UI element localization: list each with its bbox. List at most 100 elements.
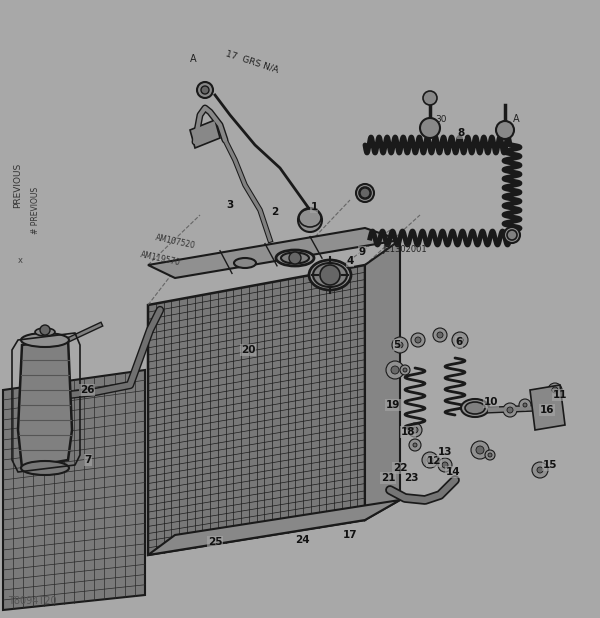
Polygon shape bbox=[530, 385, 565, 430]
Text: 4: 4 bbox=[346, 256, 353, 266]
Circle shape bbox=[40, 325, 50, 335]
Text: AM119570: AM119570 bbox=[140, 250, 182, 267]
Circle shape bbox=[519, 399, 531, 411]
Circle shape bbox=[548, 383, 562, 397]
Text: 16: 16 bbox=[540, 405, 554, 415]
Polygon shape bbox=[18, 338, 72, 468]
Circle shape bbox=[320, 265, 340, 285]
Text: 1: 1 bbox=[310, 202, 317, 212]
Circle shape bbox=[433, 328, 447, 342]
Text: 5: 5 bbox=[394, 340, 401, 350]
Ellipse shape bbox=[276, 250, 314, 266]
Text: 25: 25 bbox=[208, 537, 222, 547]
Circle shape bbox=[408, 423, 422, 437]
Circle shape bbox=[485, 450, 495, 460]
Circle shape bbox=[488, 453, 492, 457]
Text: 7: 7 bbox=[85, 455, 92, 465]
Circle shape bbox=[438, 458, 452, 472]
Circle shape bbox=[507, 407, 513, 413]
Circle shape bbox=[452, 332, 468, 348]
Circle shape bbox=[471, 441, 489, 459]
Ellipse shape bbox=[507, 230, 517, 240]
Circle shape bbox=[409, 439, 421, 451]
Circle shape bbox=[442, 462, 448, 468]
Ellipse shape bbox=[359, 187, 371, 199]
Text: 3: 3 bbox=[226, 200, 233, 210]
Circle shape bbox=[403, 368, 407, 372]
Circle shape bbox=[197, 82, 213, 98]
Circle shape bbox=[298, 208, 322, 232]
Text: x: x bbox=[17, 255, 23, 265]
Circle shape bbox=[413, 443, 417, 447]
Circle shape bbox=[532, 462, 548, 478]
Circle shape bbox=[391, 366, 399, 374]
Circle shape bbox=[397, 342, 403, 348]
Polygon shape bbox=[365, 240, 400, 520]
Text: 22: 22 bbox=[393, 463, 407, 473]
Circle shape bbox=[457, 337, 463, 343]
Text: 14: 14 bbox=[446, 467, 460, 477]
Polygon shape bbox=[148, 265, 365, 555]
Polygon shape bbox=[148, 228, 400, 278]
Text: 8: 8 bbox=[457, 128, 464, 138]
Polygon shape bbox=[148, 500, 400, 555]
Ellipse shape bbox=[461, 399, 489, 417]
Text: 12: 12 bbox=[427, 456, 441, 466]
Ellipse shape bbox=[313, 263, 347, 287]
Circle shape bbox=[437, 332, 443, 338]
Circle shape bbox=[411, 333, 425, 347]
Ellipse shape bbox=[281, 253, 309, 263]
Ellipse shape bbox=[21, 333, 69, 347]
Circle shape bbox=[392, 337, 408, 353]
Circle shape bbox=[412, 427, 418, 433]
Text: 19: 19 bbox=[386, 400, 400, 410]
Text: 18: 18 bbox=[401, 427, 415, 437]
Text: 10: 10 bbox=[484, 397, 498, 407]
Circle shape bbox=[415, 337, 421, 343]
Text: # PREVIOUS: # PREVIOUS bbox=[31, 187, 40, 234]
Ellipse shape bbox=[309, 260, 351, 290]
Text: PREVIOUS: PREVIOUS bbox=[13, 163, 23, 208]
Text: A: A bbox=[190, 54, 197, 64]
Text: 20: 20 bbox=[241, 345, 255, 355]
Text: 15: 15 bbox=[543, 460, 557, 470]
Text: 2: 2 bbox=[271, 207, 278, 217]
Text: 9: 9 bbox=[358, 247, 365, 257]
Polygon shape bbox=[3, 370, 145, 610]
Ellipse shape bbox=[35, 328, 55, 336]
Text: 11: 11 bbox=[553, 390, 567, 400]
Circle shape bbox=[289, 252, 301, 264]
Circle shape bbox=[537, 467, 543, 473]
Circle shape bbox=[420, 118, 440, 138]
Text: AM107520: AM107520 bbox=[155, 233, 197, 250]
Ellipse shape bbox=[504, 227, 520, 243]
Circle shape bbox=[427, 457, 433, 463]
Circle shape bbox=[360, 188, 370, 198]
Circle shape bbox=[476, 446, 484, 454]
Circle shape bbox=[523, 403, 527, 407]
Ellipse shape bbox=[234, 258, 256, 268]
Ellipse shape bbox=[21, 461, 69, 475]
Text: 30: 30 bbox=[435, 115, 446, 124]
Circle shape bbox=[400, 365, 410, 375]
Circle shape bbox=[386, 361, 404, 379]
Circle shape bbox=[496, 121, 514, 139]
Text: 26: 26 bbox=[80, 385, 94, 395]
Text: 23: 23 bbox=[404, 473, 418, 483]
Text: 17: 17 bbox=[343, 530, 358, 540]
Circle shape bbox=[201, 86, 209, 94]
Circle shape bbox=[422, 452, 438, 468]
Circle shape bbox=[503, 403, 517, 417]
Text: 13: 13 bbox=[438, 447, 452, 457]
Text: 17  GRS N/A: 17 GRS N/A bbox=[225, 48, 280, 74]
Ellipse shape bbox=[356, 184, 374, 202]
Ellipse shape bbox=[465, 402, 485, 414]
Text: 24: 24 bbox=[295, 535, 310, 545]
Circle shape bbox=[423, 91, 437, 105]
Text: 6: 6 bbox=[455, 337, 463, 347]
Polygon shape bbox=[190, 120, 220, 148]
Text: T8094T20: T8094T20 bbox=[8, 596, 56, 606]
Text: 21: 21 bbox=[381, 473, 395, 483]
Text: JE1302001: JE1302001 bbox=[383, 245, 427, 254]
Circle shape bbox=[552, 387, 558, 393]
